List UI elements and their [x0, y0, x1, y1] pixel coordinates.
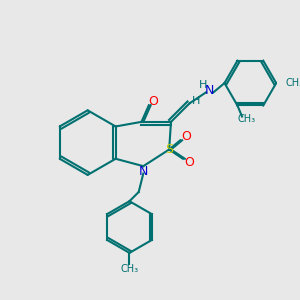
Text: S: S: [165, 143, 173, 156]
Text: CH₃: CH₃: [238, 114, 256, 124]
Text: O: O: [184, 156, 194, 169]
Text: CH₃: CH₃: [286, 78, 300, 88]
Text: N: N: [139, 165, 148, 178]
Text: O: O: [182, 130, 192, 143]
Text: H: H: [192, 96, 200, 106]
Text: O: O: [148, 95, 158, 108]
Text: H: H: [199, 80, 208, 90]
Text: N: N: [205, 84, 214, 97]
Text: CH₃: CH₃: [120, 265, 139, 275]
